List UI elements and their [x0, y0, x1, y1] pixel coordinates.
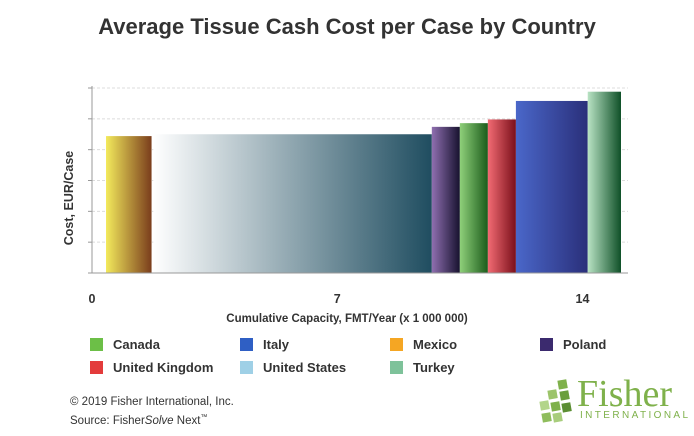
legend-swatch [390, 338, 403, 351]
legend-item-italy: Italy [240, 337, 390, 352]
legend-label: United Kingdom [113, 360, 214, 375]
legend-swatch [390, 361, 403, 374]
legend-item-canada: Canada [90, 337, 240, 352]
bar-italy [515, 100, 588, 273]
footer: © 2019 Fisher International, Inc. Source… [70, 395, 234, 429]
legend-swatch [540, 338, 553, 351]
logo-subtitle: INTERNATIONAL [580, 410, 691, 421]
fisher-logo: Fisher INTERNATIONAL [536, 373, 688, 426]
legend-swatch [90, 338, 103, 351]
bar-united-states [153, 134, 432, 273]
legend-item-poland: Poland [540, 337, 630, 352]
x-tick-label: 14 [576, 292, 590, 306]
legend-item-united-states: United States [240, 360, 390, 375]
chart-title: Average Tissue Cash Cost per Case by Cou… [98, 14, 596, 39]
y-axis-label: Cost, EUR/Case [62, 151, 76, 246]
copyright-text: © 2019 Fisher International, Inc. [70, 396, 234, 408]
legend-label: Turkey [413, 360, 455, 375]
fisher-logo-mark-icon [539, 379, 572, 423]
legend: Canada Italy Mexico Poland United Kingdom Uni… [90, 337, 630, 375]
source-text: Source: FisherSolve Next™ [70, 414, 208, 427]
legend-label: Canada [113, 337, 160, 352]
logo-wordmark: Fisher [577, 373, 672, 415]
legend-swatch [90, 361, 103, 374]
x-axis-label: Cumulative Capacity, FMT/Year (x 1 000 0… [226, 313, 468, 325]
legend-label: Italy [263, 337, 290, 352]
legend-item-united-kingdom: United Kingdom [90, 360, 240, 375]
legend-item-turkey: Turkey [390, 360, 540, 375]
bar-turkey [587, 91, 621, 273]
legend-item-mexico: Mexico [390, 337, 540, 352]
axes: 0 7 14 [88, 86, 628, 306]
legend-label: Mexico [413, 337, 458, 352]
bar-canada [459, 123, 488, 274]
chart: 0 7 14 Cost, EUR/Case Cumulative Capacity,… [62, 86, 628, 325]
legend-label: Poland [563, 337, 607, 352]
legend-swatch [240, 361, 253, 374]
legend-label: United States [263, 360, 347, 375]
bars [106, 91, 621, 274]
bar-united-kingdom [487, 119, 516, 273]
bar-mexico [106, 136, 152, 273]
x-tick-label: 7 [334, 292, 341, 306]
bar-poland [431, 126, 460, 273]
x-tick-label: 0 [89, 292, 96, 306]
legend-swatch [240, 338, 253, 351]
